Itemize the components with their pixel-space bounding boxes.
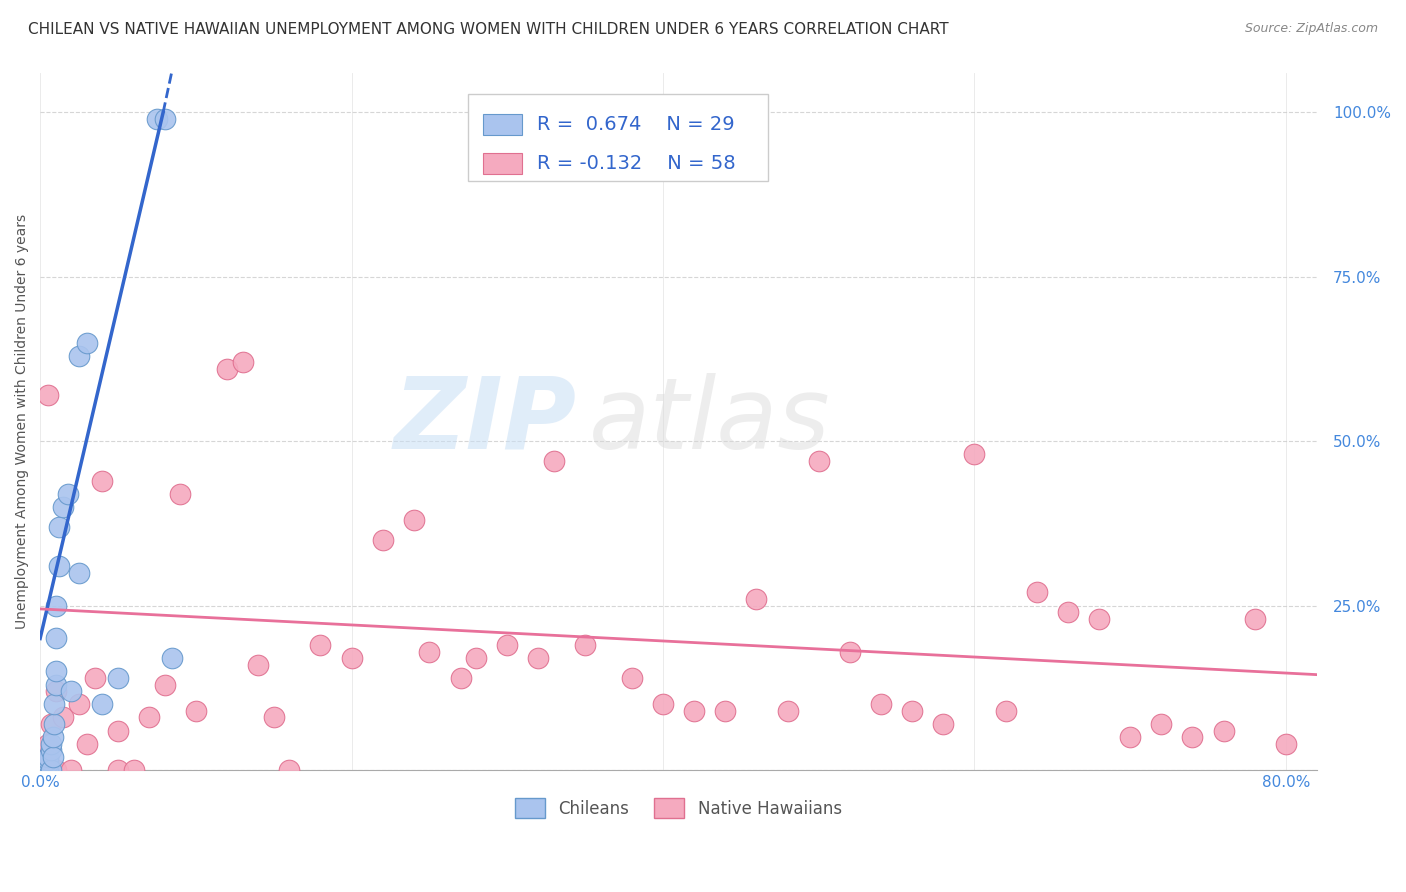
Text: ZIP: ZIP	[394, 373, 576, 470]
Point	[263, 710, 285, 724]
Point	[37, 749, 59, 764]
Point	[963, 447, 986, 461]
Point	[838, 645, 860, 659]
Point	[901, 704, 924, 718]
Point	[37, 763, 59, 777]
Text: atlas: atlas	[589, 373, 831, 470]
FancyBboxPatch shape	[484, 114, 522, 135]
Point	[402, 513, 425, 527]
Point	[37, 763, 59, 777]
Point	[52, 710, 75, 724]
Point	[52, 500, 75, 514]
Point	[496, 638, 519, 652]
Point	[42, 717, 65, 731]
Point	[527, 651, 550, 665]
Point	[83, 671, 105, 685]
Point	[1181, 730, 1204, 744]
Point	[107, 671, 129, 685]
Point	[450, 671, 472, 685]
Point	[48, 559, 70, 574]
Point	[67, 349, 90, 363]
Point	[620, 671, 643, 685]
Point	[932, 717, 955, 731]
Point	[184, 704, 207, 718]
Point	[56, 487, 79, 501]
Point	[215, 362, 238, 376]
Point	[76, 737, 98, 751]
Text: R = -0.132    N = 58: R = -0.132 N = 58	[537, 154, 735, 173]
Point	[45, 677, 67, 691]
Text: Source: ZipAtlas.com: Source: ZipAtlas.com	[1244, 22, 1378, 36]
Point	[465, 651, 488, 665]
Point	[418, 645, 440, 659]
Point	[1025, 585, 1047, 599]
Point	[1243, 612, 1265, 626]
Point	[37, 753, 59, 767]
Point	[146, 112, 169, 126]
Point	[45, 684, 67, 698]
Point	[41, 730, 63, 744]
Point	[1275, 737, 1298, 751]
Point	[45, 763, 67, 777]
Point	[60, 684, 83, 698]
Point	[41, 749, 63, 764]
Y-axis label: Unemployment Among Women with Children Under 6 years: Unemployment Among Women with Children U…	[15, 214, 30, 629]
Point	[107, 763, 129, 777]
Point	[1088, 612, 1111, 626]
Legend: Chileans, Native Hawaiians: Chileans, Native Hawaiians	[509, 792, 849, 824]
Point	[153, 677, 176, 691]
Point	[39, 737, 62, 751]
Point	[67, 698, 90, 712]
Point	[67, 566, 90, 580]
Text: R =  0.674    N = 29: R = 0.674 N = 29	[537, 115, 734, 134]
Point	[39, 743, 62, 757]
Point	[91, 698, 114, 712]
Point	[807, 454, 830, 468]
Point	[574, 638, 596, 652]
Point	[652, 698, 675, 712]
Point	[91, 474, 114, 488]
Point	[39, 717, 62, 731]
Point	[37, 737, 59, 751]
Point	[153, 112, 176, 126]
Point	[37, 760, 59, 774]
Point	[45, 665, 67, 679]
Point	[1119, 730, 1142, 744]
Point	[37, 749, 59, 764]
Point	[340, 651, 363, 665]
Point	[870, 698, 893, 712]
FancyBboxPatch shape	[484, 153, 522, 174]
Point	[1212, 723, 1234, 738]
Point	[371, 533, 394, 547]
Point	[37, 756, 59, 771]
Point	[309, 638, 332, 652]
Text: CHILEAN VS NATIVE HAWAIIAN UNEMPLOYMENT AMONG WOMEN WITH CHILDREN UNDER 6 YEARS : CHILEAN VS NATIVE HAWAIIAN UNEMPLOYMENT …	[28, 22, 949, 37]
Point	[48, 519, 70, 533]
Point	[278, 763, 301, 777]
Point	[169, 487, 191, 501]
Point	[37, 388, 59, 402]
Point	[1150, 717, 1173, 731]
Point	[107, 723, 129, 738]
Point	[60, 763, 83, 777]
Point	[162, 651, 184, 665]
Point	[1057, 605, 1080, 619]
Point	[42, 698, 65, 712]
Point	[745, 592, 768, 607]
Point	[138, 710, 160, 724]
Point	[714, 704, 737, 718]
Point	[45, 632, 67, 646]
Point	[247, 657, 270, 672]
Point	[45, 599, 67, 613]
Point	[543, 454, 565, 468]
Point	[39, 763, 62, 777]
Point	[776, 704, 799, 718]
Point	[232, 355, 254, 369]
Point	[683, 704, 706, 718]
FancyBboxPatch shape	[468, 94, 768, 181]
Point	[76, 335, 98, 350]
Point	[122, 763, 145, 777]
Point	[994, 704, 1017, 718]
